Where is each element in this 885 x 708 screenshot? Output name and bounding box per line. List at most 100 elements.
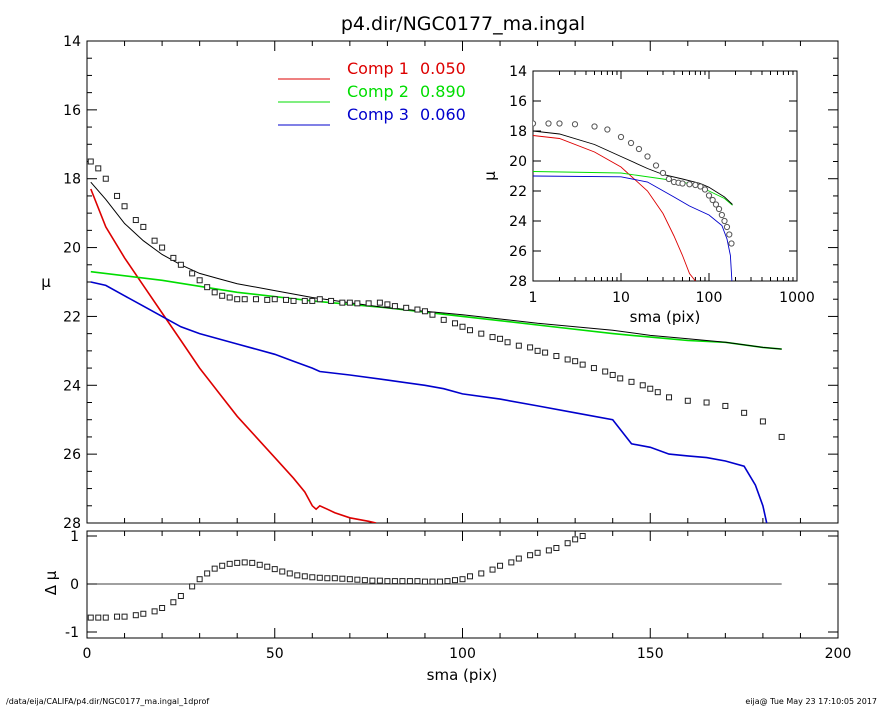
residual-point [102,614,109,621]
residual-point [489,566,496,573]
main-ytick-label: 22 [63,309,81,325]
inset-data-point [728,240,735,247]
residual-point [467,573,474,580]
data-point [283,296,290,303]
legend-value-comp-2: 0.890 [420,82,466,101]
data-point [497,335,504,342]
residual-ylabel: Δ μ [42,570,60,595]
data-point [703,399,710,406]
inset-data-point [679,180,686,187]
inset-data-points [533,120,735,247]
data-point [365,300,372,307]
data-point [264,296,271,303]
residual-point [331,575,338,582]
data-point [542,349,549,356]
inset-data-point [545,120,552,127]
data-point [271,296,278,303]
data-point [654,389,661,396]
inset-data-point [712,201,720,208]
data-point [102,175,109,182]
inset-xtick-label: 10 [612,290,630,306]
data-point [440,316,447,323]
residual-point [527,552,534,559]
data-point [309,297,316,304]
residual-point [497,562,504,569]
data-point [226,294,233,301]
inset-data-point [659,169,667,177]
residual-point [95,614,102,621]
inset-data-point [635,145,643,153]
main-ytick-label: 16 [63,103,81,119]
data-point [354,300,361,307]
legend-label-comp-3: Comp 3 [347,105,409,124]
data-point [114,192,121,199]
data-point [151,237,158,244]
data-point [467,327,474,334]
main-ytick-label: 28 [63,516,81,532]
data-point [421,308,428,315]
residual-xtick-label: 0 [83,646,92,662]
data-point [534,347,541,354]
data-point [741,409,748,416]
data-point [234,296,241,303]
residual-frame [86,530,839,639]
inset-data-point [571,121,579,128]
residual-point [256,561,263,568]
residual-point [249,559,256,566]
residual-point [515,555,522,562]
data-point [140,223,147,230]
inset-xtick-label: 100 [696,290,723,306]
residual-point [384,578,391,585]
residual-point [553,545,560,551]
inset-data-point [665,175,672,183]
inset-data-point [721,217,728,225]
data-point [602,368,609,375]
residual-point [508,559,515,566]
inset-data-point [709,196,716,204]
residual-point [406,578,413,585]
data-point [451,320,458,327]
inset-ytick-label: 28 [509,274,527,290]
data-point [478,330,485,337]
residual-point [361,577,368,584]
data-point [722,402,729,409]
residual-xtick-label: 200 [825,646,852,662]
residual-xtick-label: 150 [637,646,664,662]
data-point [241,296,248,303]
residual-point [478,570,485,577]
residual-point [354,576,361,583]
residual-point [369,577,376,584]
inset-series-comp-1 [533,135,696,281]
residual-point [429,578,436,585]
data-point [177,261,184,268]
residual-point [346,576,353,583]
main-ylabel: μ [41,273,51,291]
data-point [429,311,436,318]
data-point [778,433,785,440]
series-comp-1 [90,188,377,523]
data-point [639,382,646,389]
residual-point [204,570,211,577]
residual-point [572,536,579,543]
residual-point [189,583,196,590]
inset-data-point [686,181,693,188]
legend-label-comp-2: Comp 2 [347,82,409,101]
data-point [609,371,616,378]
residual-point [309,574,316,581]
data-point [204,284,211,291]
residual-point [316,574,323,581]
main-ytick-label: 14 [63,34,81,50]
residual-point [121,613,128,620]
data-point [515,342,522,349]
data-point [414,306,421,313]
residual-point [271,566,278,573]
residual-point [451,577,458,584]
legend-value-comp-3: 0.060 [420,105,466,124]
inset-data-point [718,211,725,219]
legend-value-comp-1: 0.050 [420,59,466,78]
inset-xtick-label: 1000 [779,290,815,306]
main-ytick-label: 24 [63,378,81,394]
footer-stamp: eija@ Tue May 23 17:10:05 2017 [745,697,877,706]
